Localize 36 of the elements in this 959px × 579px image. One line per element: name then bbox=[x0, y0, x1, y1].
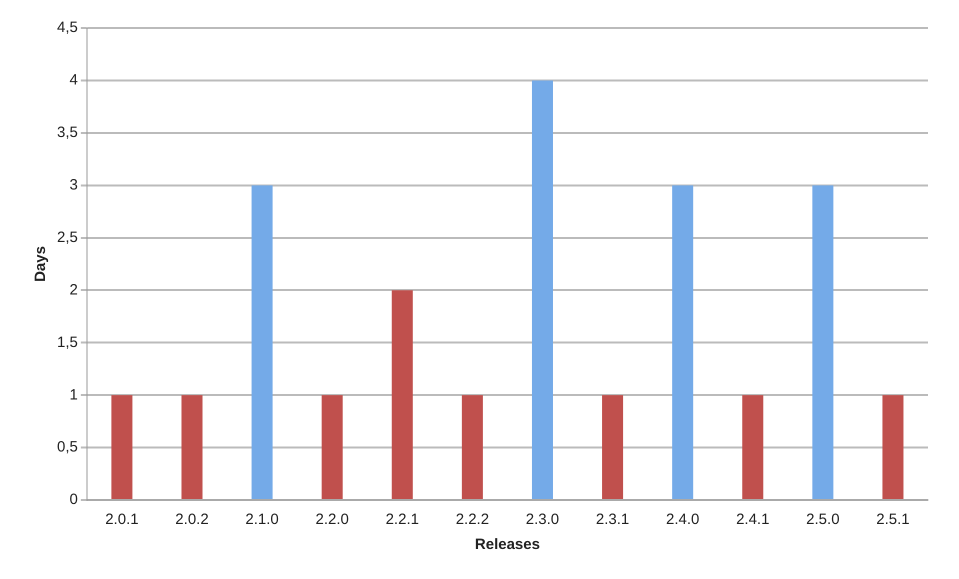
x-tick-label: 2.2.1 bbox=[386, 511, 419, 528]
bar bbox=[812, 185, 834, 499]
x-tick-label: 2.0.1 bbox=[105, 511, 139, 528]
bar bbox=[462, 395, 483, 499]
y-tick-label: 3,5 bbox=[56, 124, 78, 142]
bar bbox=[672, 185, 694, 499]
y-tick-label: 1,5 bbox=[56, 334, 78, 351]
y-tick-label: 4 bbox=[70, 72, 78, 89]
y-tick-label: 2,5 bbox=[56, 228, 78, 246]
x-tick-label: 2.1.0 bbox=[245, 511, 279, 528]
x-tick-label: 2.5.1 bbox=[876, 511, 910, 528]
x-tick-label: 2.2.2 bbox=[456, 511, 490, 528]
y-tick-label: 4,5 bbox=[56, 19, 78, 36]
x-tick-label: 2.3.0 bbox=[526, 511, 560, 528]
x-tick-label: 2.4.1 bbox=[736, 511, 770, 528]
y-tick-label: 1 bbox=[70, 386, 78, 404]
x-tick-label: 2.2.0 bbox=[316, 511, 349, 528]
y-axis-title: Days bbox=[32, 246, 50, 282]
bar bbox=[181, 395, 203, 499]
x-tick-label: 2.0.2 bbox=[175, 511, 209, 528]
bar bbox=[322, 395, 343, 499]
bar bbox=[602, 395, 624, 499]
y-tick-label: 3 bbox=[70, 176, 78, 194]
y-tick-label: 2 bbox=[70, 281, 78, 298]
x-axis-title: Releases bbox=[474, 536, 540, 554]
bar bbox=[532, 80, 553, 499]
y-tick-label: 0,5 bbox=[56, 438, 78, 456]
x-tick-label: 2.3.1 bbox=[596, 511, 630, 528]
x-tick-label: 2.5.0 bbox=[806, 511, 840, 528]
bar bbox=[882, 395, 904, 499]
bar bbox=[252, 185, 273, 499]
bar bbox=[392, 290, 413, 499]
bar bbox=[742, 395, 764, 499]
bar bbox=[111, 395, 132, 499]
y-tick-label: 0 bbox=[70, 491, 78, 508]
x-tick-label: 2.4.0 bbox=[666, 511, 700, 528]
